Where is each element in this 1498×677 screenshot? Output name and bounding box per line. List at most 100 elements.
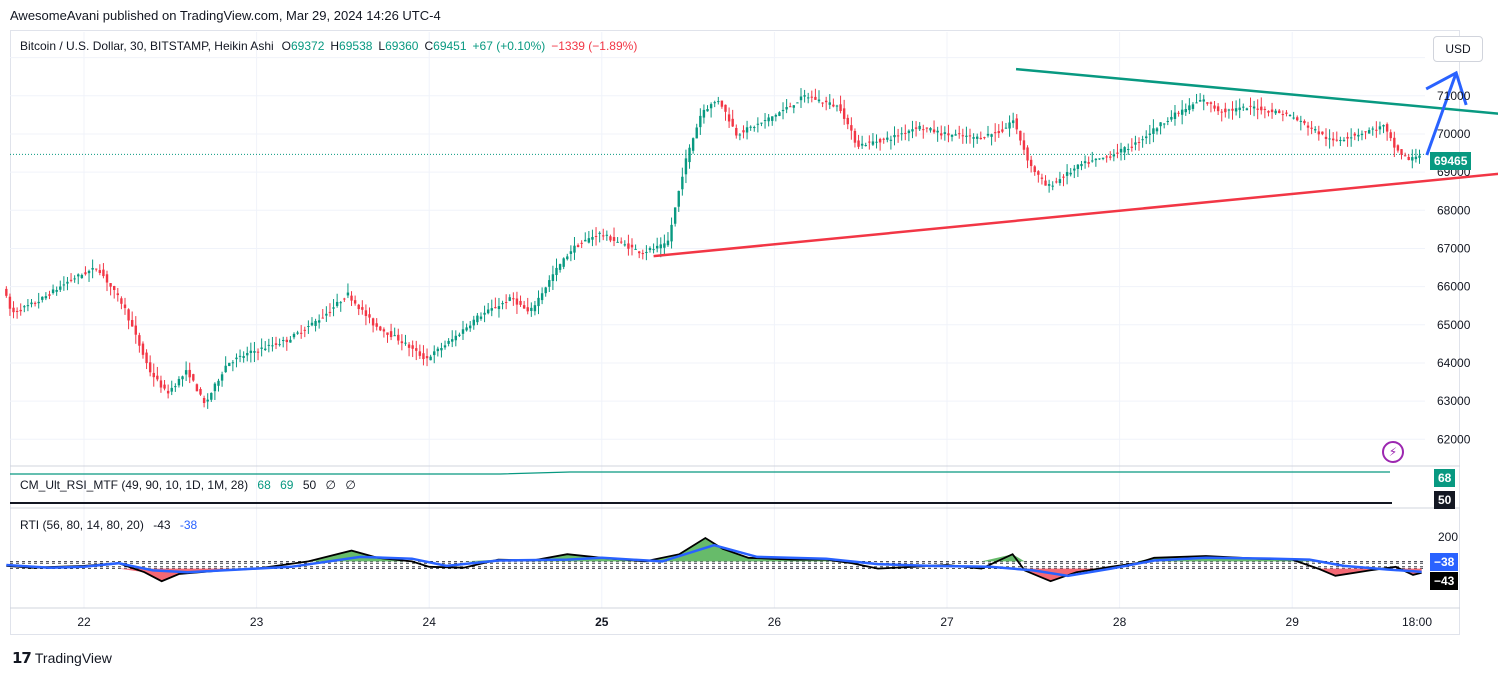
candle-up [954, 134, 957, 136]
candle-up [807, 97, 810, 99]
chart-frame [10, 30, 1460, 635]
rti-signal-line [6, 543, 1422, 578]
candle-down [411, 345, 414, 349]
candle-up [986, 133, 990, 136]
candle-up [530, 307, 533, 311]
candle-down [1019, 130, 1022, 141]
time-tick-label: 29 [1286, 615, 1300, 629]
candle-up [677, 190, 680, 207]
candle-up [950, 134, 954, 137]
candle-down [145, 352, 148, 364]
candle-down [612, 237, 616, 241]
candle-up [584, 239, 587, 242]
candle-up [591, 237, 594, 240]
symbol-title: Bitcoin / U.S. Dollar, 30, BITSTAMP, Hei… [20, 39, 274, 53]
trendlines [653, 67, 1498, 258]
candle-up [429, 356, 432, 361]
candle-up [691, 138, 695, 151]
candle-down [328, 311, 332, 313]
candle-down [98, 270, 102, 274]
candle-down [256, 351, 260, 353]
candle-up [1166, 120, 1169, 122]
candle-down [15, 310, 19, 312]
candle-up [77, 274, 80, 277]
candle-down [1044, 180, 1047, 186]
candle-up [447, 340, 450, 344]
candle-up [566, 256, 569, 260]
currency-button[interactable]: USD [1433, 36, 1483, 62]
publish-bar: AwesomeAvani published on TradingView.co… [0, 0, 1498, 32]
rti-tag-m43: −43 [1430, 572, 1459, 590]
candle-up [1191, 104, 1195, 109]
candle-down [1001, 129, 1004, 132]
candle-up [785, 106, 788, 110]
price-tick-label: 71000 [1437, 89, 1471, 103]
candle-down [1137, 142, 1141, 144]
candle-down [389, 331, 393, 338]
candle-down [1220, 111, 1223, 113]
candle-down [932, 129, 936, 133]
time-tick-label: 24 [423, 615, 437, 629]
rti-v1: -43 [153, 518, 171, 532]
candle-down [1209, 102, 1213, 104]
candle-down [1260, 106, 1263, 111]
candle-up [292, 333, 296, 338]
rsi-mtf-v3: 50 [302, 478, 317, 492]
rti-legend[interactable]: RTI (56, 80, 14, 80, 20) -43 -38 [20, 518, 197, 532]
price-tick-label: 68000 [1437, 203, 1471, 217]
price-tick-label: 64000 [1437, 356, 1471, 370]
candle-up [1119, 148, 1123, 153]
candle-up [339, 302, 342, 304]
candle-up [860, 143, 864, 146]
candle-up [436, 348, 440, 352]
candle-up [1349, 137, 1353, 139]
candle-down [123, 304, 127, 309]
candle-down [425, 356, 429, 359]
candle-up [1134, 142, 1137, 145]
candle-up [249, 350, 253, 354]
candle-down [1087, 162, 1090, 164]
rsi-mtf-v5: ∅ [345, 478, 356, 492]
candle-down [400, 341, 404, 344]
candle-down [526, 307, 529, 312]
candle-up [828, 102, 831, 105]
candle-up [1101, 157, 1105, 159]
lightning-icon[interactable]: ⚡ [1382, 441, 1404, 463]
rti-overbought-fill [6, 538, 1422, 562]
candle-down [1324, 136, 1328, 140]
candle-down [1231, 108, 1234, 111]
candle-down [896, 135, 900, 137]
time-tick-label: 18:00 [1402, 615, 1432, 629]
candle-up [23, 306, 26, 308]
candle-up [433, 351, 436, 356]
candle-down [922, 129, 925, 131]
candle-down [821, 102, 824, 104]
candle-down [630, 244, 634, 248]
candle-down [163, 384, 166, 389]
candle-up [1314, 129, 1317, 131]
candle-up [66, 281, 69, 284]
change-value-2: −1339 (−1.89%) [551, 39, 638, 53]
open-label: O [281, 39, 291, 53]
candle-up [616, 241, 619, 243]
candle-down [993, 132, 997, 134]
candle-up [1123, 147, 1126, 153]
rsi-mtf-legend[interactable]: CM_Ult_RSI_MTF (49, 90, 10, 1D, 1M, 28) … [20, 478, 356, 492]
candle-up [634, 248, 637, 250]
candle-down [947, 133, 950, 136]
candle-down [152, 372, 155, 378]
candle-up [717, 101, 720, 103]
candle-down [1040, 177, 1044, 179]
candle-up [655, 245, 659, 249]
symbol-legend[interactable]: Bitcoin / U.S. Dollar, 30, BITSTAMP, Hei… [20, 39, 637, 53]
candle-down [1393, 137, 1396, 148]
high-label: H [330, 39, 340, 53]
candle-down [1037, 171, 1040, 175]
footer-brand[interactable]: 𝟭𝟳 TradingView [12, 649, 112, 667]
rsi-mtf-name: CM_Ult_RSI_MTF (49, 90, 10, 1D, 1M, 28) [20, 478, 249, 492]
candle-down [371, 318, 375, 326]
support-trendline [653, 172, 1498, 258]
candle-up [253, 351, 256, 353]
candle-down [814, 96, 817, 100]
